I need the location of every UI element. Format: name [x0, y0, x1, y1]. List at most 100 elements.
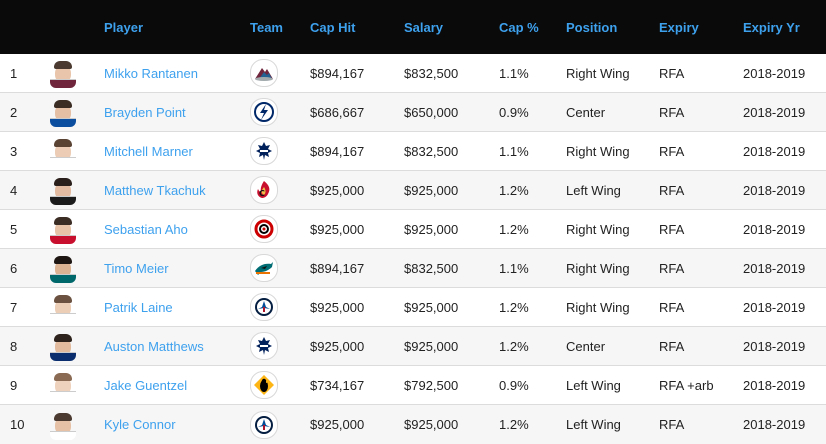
expiry-cell: RFA: [659, 299, 685, 315]
cap-pct-cell: 1.1%: [499, 143, 529, 159]
header-position[interactable]: Position: [566, 19, 618, 35]
cap-pct-cell: 1.2%: [499, 221, 529, 237]
table-row: 10 Kyle Connor $925,000 $925,000 1.2% Left Wi…: [0, 405, 826, 444]
player-photo-cell: [48, 214, 104, 244]
expiry-yr-cell: 2018-2019: [743, 143, 806, 159]
san-jose-sharks-logo[interactable]: [250, 254, 278, 282]
player-avatar: [50, 136, 76, 166]
player-cell: Sebastian Aho: [104, 222, 250, 237]
player-name-link[interactable]: Timo Meier: [104, 260, 169, 276]
player-avatar: [50, 97, 76, 127]
winnipeg-jets-logo[interactable]: [250, 293, 278, 321]
player-photo-cell: [48, 331, 104, 361]
winnipeg-jets-logo[interactable]: [250, 410, 278, 439]
row-rank: 2: [10, 104, 18, 120]
player-avatar: [50, 410, 76, 440]
position-cell: Left Wing: [566, 182, 621, 198]
cap-pct-cell: 1.1%: [499, 65, 529, 81]
player-name-link[interactable]: Jake Guentzel: [104, 377, 188, 393]
table-row: 2 Brayden Point $686,667 $650,000 0.9% Center…: [0, 93, 826, 132]
expiry-cell: RFA: [659, 182, 685, 198]
player-cell: Auston Matthews: [104, 339, 250, 354]
expiry-yr-cell: 2018-2019: [743, 417, 806, 432]
header-expiry-yr[interactable]: Expiry Yr: [743, 19, 800, 35]
player-cell: Mikko Rantanen: [104, 66, 250, 81]
player-name-link[interactable]: Auston Matthews: [104, 338, 204, 354]
team-cell: [250, 137, 310, 165]
cap-hit-cell: $925,000: [310, 417, 365, 432]
player-photo-cell: [48, 97, 104, 127]
cap-pct-cell: 1.2%: [499, 338, 529, 354]
calgary-flames-logo[interactable]: C: [250, 176, 278, 204]
team-cell: [250, 293, 310, 321]
toronto-maple-leafs-logo[interactable]: [250, 332, 278, 360]
expiry-cell: RFA: [659, 104, 685, 120]
expiry-yr-cell: 2018-2019: [743, 377, 806, 393]
cap-hit-cell: $925,000: [310, 182, 365, 198]
cap-pct-cell: 1.1%: [499, 260, 529, 276]
header-player[interactable]: Player: [104, 19, 144, 35]
cap-pct-cell: 1.2%: [499, 417, 529, 432]
header-expiry[interactable]: Expiry: [659, 19, 699, 35]
tampa-bay-lightning-logo[interactable]: [250, 98, 278, 126]
cap-hit-cell: $734,167: [310, 377, 365, 393]
player-cell: Mitchell Marner: [104, 144, 250, 159]
expiry-cell: RFA: [659, 260, 685, 276]
player-cell: Matthew Tkachuk: [104, 183, 250, 198]
header-salary[interactable]: Salary: [404, 19, 444, 35]
pittsburgh-penguins-logo[interactable]: [250, 371, 278, 399]
player-cell: Patrik Laine: [104, 300, 250, 315]
salary-cell: $832,500: [404, 260, 459, 276]
player-name-link[interactable]: Mikko Rantanen: [104, 65, 198, 81]
cap-pct-cell: 0.9%: [499, 377, 529, 393]
expiry-cell: RFA +arb: [659, 377, 714, 393]
expiry-cell: RFA: [659, 65, 685, 81]
team-cell: C: [250, 176, 310, 204]
position-cell: Right Wing: [566, 221, 630, 237]
player-avatar: [50, 370, 76, 400]
cap-hit-cell: $894,167: [310, 260, 365, 276]
carolina-hurricanes-logo[interactable]: [250, 215, 278, 243]
player-avatar: [50, 214, 76, 244]
team-cell: [250, 332, 310, 360]
table-row: 6 Timo Meier $894,167 $832,500 1.1% Right Win…: [0, 249, 826, 288]
salary-cell: $925,000: [404, 299, 459, 315]
toronto-maple-leafs-logo[interactable]: [250, 137, 278, 165]
table-row: 4 Matthew Tkachuk C $925,000 $925,000 1.2% Lef…: [0, 171, 826, 210]
position-cell: Right Wing: [566, 65, 630, 81]
player-avatar: [50, 331, 76, 361]
header-cap-hit[interactable]: Cap Hit: [310, 19, 356, 35]
player-name-link[interactable]: Matthew Tkachuk: [104, 182, 206, 198]
player-name-link[interactable]: Sebastian Aho: [104, 221, 188, 237]
header-team[interactable]: Team: [250, 19, 283, 35]
player-name-link[interactable]: Brayden Point: [104, 104, 186, 120]
row-rank: 8: [10, 338, 18, 354]
colorado-avalanche-logo[interactable]: [250, 59, 278, 87]
player-avatar: [50, 253, 76, 283]
row-rank: 7: [10, 299, 18, 315]
expiry-yr-cell: 2018-2019: [743, 65, 806, 81]
team-cell: [250, 410, 310, 439]
player-cell: Kyle Connor: [104, 417, 250, 432]
svg-text:C: C: [259, 189, 265, 198]
table-row: 3 Mitchell Marner $894,167 $832,500 1.1% Righ…: [0, 132, 826, 171]
row-rank: 3: [10, 143, 18, 159]
header-cap-pct[interactable]: Cap %: [499, 19, 539, 35]
player-photo-cell: [48, 410, 104, 440]
row-rank: 6: [10, 260, 18, 276]
player-cell: Jake Guentzel: [104, 378, 250, 393]
table-row: 7 Patrik Laine $925,000 $925,000 1.2% Right W…: [0, 288, 826, 327]
team-cell: [250, 371, 310, 399]
cap-hit-cell: $894,167: [310, 65, 365, 81]
position-cell: Right Wing: [566, 143, 630, 159]
expiry-yr-cell: 2018-2019: [743, 260, 806, 276]
row-rank: 9: [10, 377, 18, 393]
player-name-link[interactable]: Mitchell Marner: [104, 143, 193, 159]
expiry-cell: RFA: [659, 338, 685, 354]
player-name-link[interactable]: Kyle Connor: [104, 417, 176, 432]
player-photo-cell: [48, 292, 104, 322]
player-name-link[interactable]: Patrik Laine: [104, 299, 173, 315]
table-body: 1 Mikko Rantanen $894,167 $832,500 1.1% Right…: [0, 54, 826, 444]
expiry-cell: RFA: [659, 221, 685, 237]
